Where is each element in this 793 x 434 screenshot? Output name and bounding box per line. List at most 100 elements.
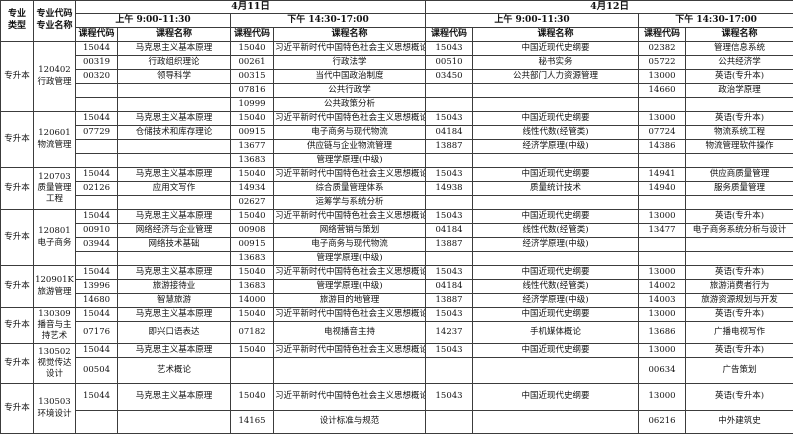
course-code-cell: 15040: [231, 112, 274, 126]
course-code-cell: [426, 98, 473, 112]
course-name-cell: [686, 238, 793, 252]
course-name-cell: 马克思主义基本原理: [118, 112, 231, 126]
course-code-cell: 00504: [76, 358, 118, 384]
header-course-name-pm-apr12: 课程名称: [686, 28, 793, 42]
course-name-cell: 中国近现代史纲要: [473, 384, 639, 411]
course-code-cell: 02627: [231, 196, 274, 210]
major-name: 播音与主持艺术: [35, 320, 74, 342]
header-session-am-apr12: 上午 9:00-11:30: [426, 14, 639, 28]
course-name-cell: [686, 154, 793, 168]
course-code-cell: 13477: [639, 224, 686, 238]
header-date-april-12: 4月12日: [426, 1, 793, 14]
course-code-cell: 13686: [639, 322, 686, 344]
course-code-cell: 13000: [639, 210, 686, 224]
course-name-cell: 运筹学与系统分析: [274, 196, 426, 210]
course-name-cell: 马克思主义基本原理: [118, 168, 231, 182]
course-code-cell: 07729: [76, 126, 118, 140]
course-name-cell: [473, 358, 639, 384]
course-name-cell: 广播电视写作: [686, 322, 793, 344]
course-name-cell: 英语(专升本): [686, 344, 793, 358]
major-type-cell: 专升本: [1, 266, 34, 308]
course-code-cell: 15040: [231, 308, 274, 322]
course-name-cell: 中国近现代史纲要: [473, 112, 639, 126]
major-type-cell: 专升本: [1, 384, 34, 434]
course-name-cell: 公共经济学: [686, 56, 793, 70]
course-name-cell: 电子商务与现代物流: [274, 126, 426, 140]
course-code-cell: 15044: [76, 168, 118, 182]
course-name-cell: 中国近现代史纲要: [473, 344, 639, 358]
header-major-type-line2: 类型: [2, 21, 32, 33]
course-code-cell: 15040: [231, 210, 274, 224]
major-code: 120801: [35, 226, 74, 237]
course-code-cell: 14934: [231, 182, 274, 196]
course-code-cell: 03450: [426, 70, 473, 84]
course-code-cell: 13683: [231, 252, 274, 266]
course-name-cell: 管理学原理(中级): [274, 280, 426, 294]
course-name-cell: 旅游消费者行为: [686, 280, 793, 294]
course-code-cell: 15044: [76, 344, 118, 358]
header-course-code-am-apr11: 课程代码: [76, 28, 118, 42]
course-code-cell: 13887: [426, 140, 473, 154]
header-row-columns: 课程代码 课程名称 课程代码 课程名称 课程代码 课程名称 课程代码 课程名称: [1, 28, 793, 42]
course-name-cell: 习近平新时代中国特色社会主义思想概论: [274, 210, 426, 224]
course-name-cell: 即兴口语表达: [118, 322, 231, 344]
course-code-cell: 15043: [426, 112, 473, 126]
course-name-cell: 公共行政学: [274, 84, 426, 98]
course-code-cell: 14165: [231, 411, 274, 434]
course-name-cell: 供应商质量管理: [686, 168, 793, 182]
major-name: 物流管理: [35, 140, 74, 151]
major-name: 旅游管理: [35, 287, 74, 298]
course-name-cell: [473, 98, 639, 112]
course-name-cell: 马克思主义基本原理: [118, 308, 231, 322]
course-name-cell: 管理学原理(中级): [274, 154, 426, 168]
course-code-cell: [426, 411, 473, 434]
course-code-cell: [76, 140, 118, 154]
course-name-cell: 中国近现代史纲要: [473, 168, 639, 182]
course-name-cell: 行政法学: [274, 56, 426, 70]
course-code-cell: [426, 196, 473, 210]
course-name-cell: 管理学原理(中级): [274, 252, 426, 266]
header-course-code-pm-apr11: 课程代码: [231, 28, 274, 42]
header-major-code-name: 专业代码 专业名称: [34, 1, 76, 42]
course-code-cell: 15044: [76, 308, 118, 322]
major-type-cell: 专升本: [1, 112, 34, 168]
header-major-code-line: 专业代码: [35, 9, 74, 21]
course-name-cell: 物流系统工程: [686, 126, 793, 140]
course-name-cell: [473, 196, 639, 210]
course-code-cell: 15043: [426, 308, 473, 322]
course-code-cell: 15043: [426, 168, 473, 182]
course-code-cell: 14680: [76, 294, 118, 308]
course-name-cell: 综合质量管理体系: [274, 182, 426, 196]
course-name-cell: [686, 252, 793, 266]
major-code: 120703: [35, 172, 74, 183]
course-code-cell: 10999: [231, 98, 274, 112]
course-code-cell: 14386: [639, 140, 686, 154]
header-session-pm-apr11: 下午 14:30-17:00: [231, 14, 426, 28]
course-name-cell: 马克思主义基本原理: [118, 266, 231, 280]
course-name-cell: [473, 154, 639, 168]
course-name-cell: 中国近现代史纲要: [473, 266, 639, 280]
course-code-cell: 15043: [426, 210, 473, 224]
course-name-cell: 马克思主义基本原理: [118, 384, 231, 411]
course-name-cell: 领导科学: [118, 70, 231, 84]
course-name-cell: 中国近现代史纲要: [473, 210, 639, 224]
course-name-cell: 英语(专升本): [686, 266, 793, 280]
course-name-cell: 网络技术基础: [118, 238, 231, 252]
course-code-cell: 15043: [426, 266, 473, 280]
course-name-cell: [473, 411, 639, 434]
course-code-cell: [426, 84, 473, 98]
course-code-cell: 14941: [639, 168, 686, 182]
